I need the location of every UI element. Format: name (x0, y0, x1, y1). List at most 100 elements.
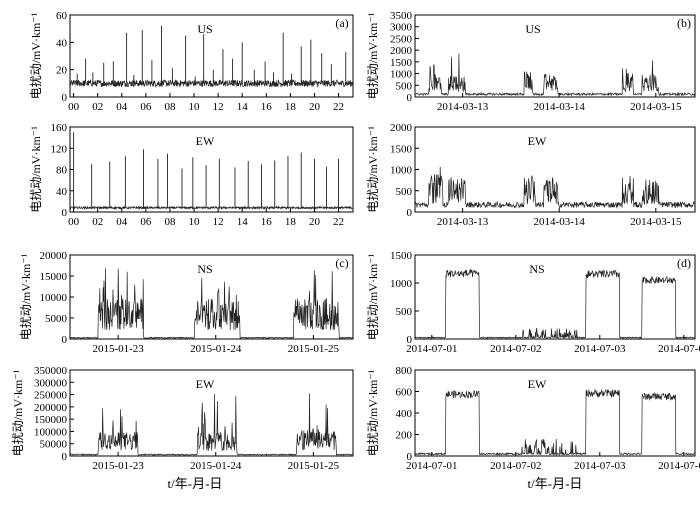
y-tick-label: 1500 (390, 250, 413, 262)
y-tick-label: 300000 (34, 377, 68, 389)
x-tick-label: 16 (261, 216, 273, 228)
x-tick-label: 2014-07-01 (406, 460, 457, 472)
x-axis-caption-left: t/年-月-日 (168, 476, 223, 491)
y-tick-label: 0 (62, 92, 68, 104)
x-tick-label: 08 (164, 101, 176, 113)
component-label: US (525, 22, 540, 36)
y-tick-label: 200 (396, 430, 413, 442)
x-tick-label: 2014-07-03 (574, 460, 626, 472)
y-tick-label: 20000 (40, 250, 68, 262)
y-axis-label: 电扰动/mV·km⁻¹ (366, 369, 380, 456)
component-label: EW (196, 377, 215, 391)
y-tick-label: 0 (62, 451, 68, 463)
x-tick-label: 10 (189, 101, 201, 113)
y-tick-label: 0 (407, 92, 413, 104)
series-line (414, 166, 696, 209)
y-tick-label: 0 (407, 451, 413, 463)
x-tick-label: 14 (237, 101, 249, 113)
x-tick-label: 18 (285, 216, 297, 228)
x-tick-label: 22 (333, 101, 344, 113)
panel-c-bottom: 0500001000001500002000002500003000003500… (11, 365, 354, 472)
y-tick-label: 150000 (34, 414, 68, 426)
x-tick-label: 06 (140, 101, 152, 113)
y-tick-label: 350000 (34, 365, 68, 377)
y-axis-label: 电扰动/mV·km⁻¹ (19, 253, 33, 340)
component-label: US (197, 22, 212, 36)
y-tick-label: 3000 (390, 22, 413, 34)
y-tick-label: 0 (62, 207, 68, 219)
y-tick-label: 0 (62, 334, 68, 346)
y-axis-label: 电扰动/mV·km⁻¹ (366, 12, 380, 99)
y-tick-label: 500 (396, 80, 413, 92)
y-tick-label: 250000 (34, 390, 68, 402)
y-tick-label: 400 (396, 408, 413, 420)
series-line (69, 393, 354, 456)
x-tick-label: 2014-03-15 (630, 101, 682, 113)
y-tick-label: 60 (56, 10, 68, 22)
y-tick-label: 500 (396, 306, 413, 318)
y-tick-label: 50000 (40, 439, 68, 451)
y-tick-label: 1000 (390, 69, 413, 81)
x-tick-label: 12 (213, 101, 224, 113)
x-tick-label: 08 (164, 216, 176, 228)
plot-frame (414, 254, 696, 340)
x-tick-label: 2014-07-04 (658, 343, 700, 355)
y-tick-label: 1000 (390, 278, 413, 290)
x-tick-label: 2014-07-03 (574, 343, 626, 355)
x-tick-label: 20 (309, 101, 321, 113)
panel-tag: (a) (335, 16, 348, 30)
x-tick-label: 04 (116, 101, 128, 113)
x-tick-label: 2015-01-24 (190, 460, 242, 472)
component-label: NS (529, 262, 544, 276)
x-tick-label: 2014-03-14 (534, 216, 586, 228)
panel-a-top: 0 20 40 60 00 02 04 06 08 10 12 14 16 18 20 22 电扰动/mV·km… (29, 10, 354, 113)
x-tick-label: 10 (189, 216, 201, 228)
y-tick-label: 2000 (390, 122, 413, 134)
plot-frame (69, 14, 354, 98)
x-tick-label: 2015-01-23 (92, 460, 144, 472)
series-line (414, 53, 696, 97)
component-label: EW (528, 134, 547, 148)
y-axis-label: 电扰动/mV·km⁻¹ (366, 253, 380, 340)
x-tick-label: 2015-01-25 (288, 460, 340, 472)
y-tick-label: 500 (396, 186, 413, 198)
y-tick-label: 40 (56, 37, 68, 49)
panel-d-top: 0 500 1000 1500 2014-07-01 2014-07-02 2014-07-… (366, 250, 700, 355)
x-tick-label: 12 (213, 216, 224, 228)
x-tick-label: 20 (309, 216, 321, 228)
x-tick-label: 02 (92, 101, 103, 113)
x-tick-label: 2014-03-14 (534, 101, 586, 113)
panel-c-top: 0 5000 10000 15000 20000 2015-01-23 2015-01-24… (19, 250, 354, 355)
x-tick-label: 2015-01-23 (92, 343, 144, 355)
y-tick-label: 40 (56, 186, 68, 198)
x-tick-label: 22 (333, 216, 344, 228)
x-tick-label: 2014-07-02 (490, 460, 541, 472)
y-tick-label: 3500 (390, 10, 413, 22)
y-tick-label: 100000 (34, 426, 68, 438)
y-tick-label: 2500 (390, 33, 413, 45)
y-tick-label: 200000 (34, 402, 68, 414)
y-tick-label: 0 (407, 207, 413, 219)
y-tick-label: 160 (51, 122, 68, 134)
x-tick-label: 14 (237, 216, 249, 228)
x-tick-label: 02 (92, 216, 103, 228)
x-tick-label: 2014-03-15 (630, 216, 682, 228)
panel-tag: (b) (677, 16, 691, 30)
y-tick-label: 1500 (390, 143, 413, 155)
y-tick-label: 120 (51, 143, 68, 155)
plot-frame (414, 14, 696, 98)
x-axis-caption-right: t/年-月-日 (528, 476, 583, 491)
y-tick-label: 5000 (45, 313, 68, 325)
y-tick-label: 2000 (390, 45, 413, 57)
y-axis-label: 电扰动/mV·km⁻¹ (11, 369, 25, 456)
y-axis-label: 电扰动/mV·km⁻¹ (29, 12, 43, 99)
y-tick-label: 600 (396, 387, 413, 399)
x-tick-label: 00 (68, 216, 80, 228)
component-label: NS (197, 262, 212, 276)
x-tick-label: 00 (68, 101, 80, 113)
y-tick-label: 1000 (390, 165, 413, 177)
y-tick-label: 1500 (390, 57, 413, 69)
series-line (69, 268, 354, 339)
